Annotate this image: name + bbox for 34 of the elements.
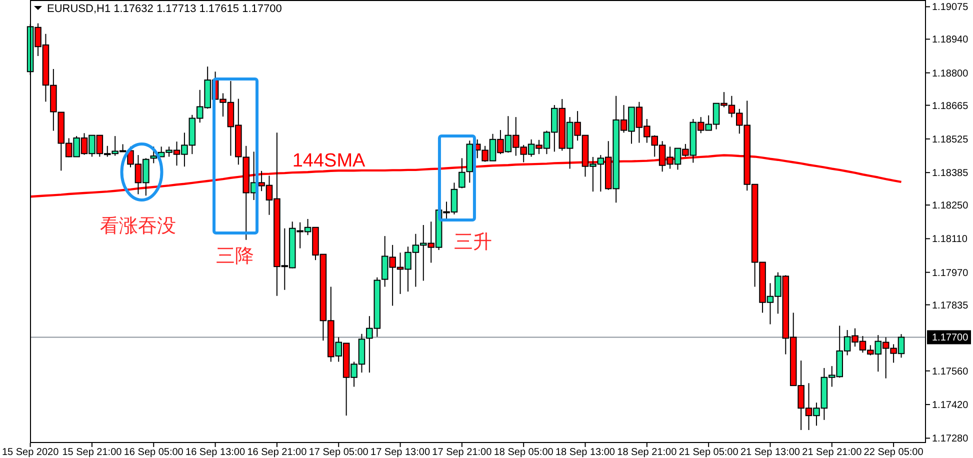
- y-tick-label: 1.17420: [932, 400, 969, 412]
- y-tick-label: 1.19075: [932, 2, 969, 14]
- y-tick-label: 1.18800: [932, 68, 969, 80]
- x-tick-label: 21 Sep 05:00: [678, 447, 739, 458]
- y-tick-label: 1.17835: [932, 300, 969, 312]
- y-tick-label: 1.17560: [932, 366, 969, 378]
- x-tick-label: 21 Sep 21:00: [802, 447, 862, 458]
- series-label: 144SMA: [292, 150, 366, 172]
- chart-title: EURUSD,H1 1.17632 1.17713 1.17615 1.17700: [47, 3, 282, 15]
- y-tick-label: 1.18525: [932, 134, 969, 146]
- x-tick-label: 17 Sep 13:00: [370, 447, 430, 458]
- y-tick-label: 1.18385: [932, 168, 969, 180]
- x-tick-label: 17 Sep 05:00: [308, 447, 369, 458]
- x-tick-label: 16 Sep 05:00: [124, 447, 184, 458]
- annotation: 看涨吞没: [100, 216, 176, 237]
- annotation: 三升: [454, 232, 492, 253]
- y-tick-label: 1.18110: [932, 234, 968, 246]
- x-tick-label: 16 Sep 13:00: [186, 447, 246, 458]
- x-tick-label: 18 Sep 21:00: [617, 447, 678, 458]
- x-tick-label: 18 Sep 05:00: [494, 447, 554, 458]
- y-tick-label: 1.18940: [932, 34, 969, 46]
- annotation: 三降: [216, 246, 254, 267]
- x-tick-label: 22 Sep 05:00: [864, 447, 924, 458]
- x-tick-label: 17 Sep 21:00: [432, 447, 492, 458]
- y-tick-label: 1.17970: [932, 268, 969, 279]
- x-tick-label: 18 Sep 13:00: [556, 447, 616, 458]
- x-tick-label: 21 Sep 13:00: [740, 447, 800, 458]
- x-tick-label: 15 Sep 2020: [2, 447, 60, 458]
- ref-line-label: 1.17700: [932, 332, 969, 344]
- y-tick-label: 1.17280: [932, 434, 969, 445]
- x-tick-label: 16 Sep 21:00: [247, 447, 308, 458]
- x-tick-label: 15 Sep 21:00: [62, 447, 122, 458]
- y-tick-label: 1.18665: [932, 100, 969, 112]
- y-tick-label: 1.18250: [932, 200, 969, 212]
